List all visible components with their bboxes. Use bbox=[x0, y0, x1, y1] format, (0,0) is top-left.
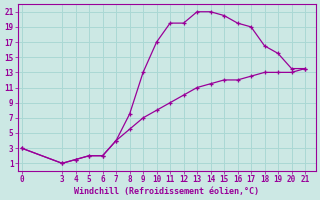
X-axis label: Windchill (Refroidissement éolien,°C): Windchill (Refroidissement éolien,°C) bbox=[74, 187, 259, 196]
